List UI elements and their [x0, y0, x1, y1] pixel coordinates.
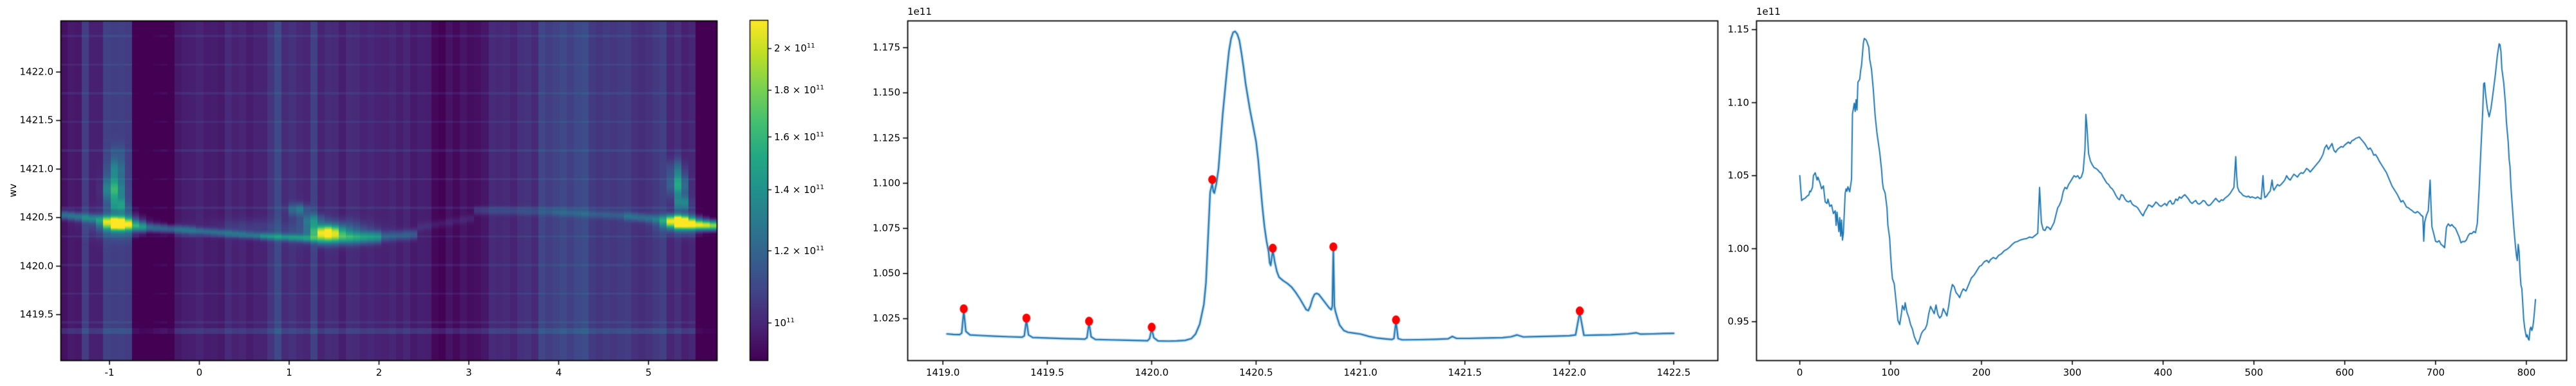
- timeseries-panel: [1756, 21, 2566, 360]
- x-tick-label: 200: [1972, 367, 1991, 378]
- y-tick-label: 1.050: [873, 267, 900, 279]
- y-tick-label: 1.00: [1727, 243, 1749, 255]
- y-tick-label: 1.175: [873, 41, 900, 53]
- colorbar: [750, 20, 768, 360]
- heatmap-y-axis-label: wv: [7, 183, 19, 198]
- heatmap-panel: [61, 21, 717, 360]
- colorbar-tick-label: 1011: [774, 317, 795, 329]
- colorbar-tick-label: 1.2 × 1011: [774, 244, 824, 257]
- y-tick-label: 1421.0: [19, 163, 54, 175]
- y-tick-label: 1421.5: [19, 114, 54, 126]
- y-tick-label: 1.125: [873, 132, 900, 144]
- x-tick-label: 0: [196, 367, 203, 378]
- x-tick-label: 1419.0: [925, 367, 960, 378]
- x-tick-label: 4: [555, 367, 562, 378]
- y-tick-label: 0.95: [1727, 315, 1749, 327]
- colorbar-tick-label: 1.4 × 1011: [774, 183, 824, 196]
- x-tick-label: -1: [104, 367, 115, 378]
- colorbar-tick-label: 1.8 × 1011: [774, 84, 824, 96]
- spectrum-offset-text: 1e11: [907, 6, 932, 17]
- y-tick-label: 1.15: [1727, 23, 1749, 35]
- x-tick-label: 3: [466, 367, 472, 378]
- x-tick-label: 1422.5: [1656, 367, 1691, 378]
- timeseries-offset-text: 1e11: [1756, 6, 1781, 17]
- x-tick-label: 1419.5: [1030, 367, 1065, 378]
- x-tick-label: 1421.0: [1343, 367, 1378, 378]
- y-tick-label: 1.05: [1727, 169, 1749, 181]
- y-tick-label: 1419.5: [19, 308, 54, 320]
- x-tick-label: 1420.5: [1239, 367, 1273, 378]
- x-tick-label: 1421.5: [1448, 367, 1482, 378]
- y-tick-label: 1420.0: [19, 260, 54, 272]
- x-tick-label: 2: [375, 367, 383, 378]
- x-tick-label: 800: [2517, 367, 2536, 378]
- x-tick-label: 1: [286, 367, 292, 378]
- x-tick-label: 300: [2063, 367, 2082, 378]
- y-tick-label: 1420.5: [19, 211, 54, 223]
- y-tick-label: 1.150: [873, 86, 900, 98]
- spectrum-panel: [907, 21, 1718, 360]
- colorbar-tick-label: 2 × 1011: [774, 42, 815, 55]
- x-tick-label: 400: [2154, 367, 2173, 378]
- x-tick-label: 1422.0: [1552, 367, 1587, 378]
- y-tick-label: 1.100: [873, 177, 900, 189]
- y-tick-label: 1.025: [873, 312, 900, 324]
- y-tick-label: 1422.0: [19, 66, 54, 78]
- x-tick-label: 700: [2426, 367, 2445, 378]
- x-tick-label: 600: [2335, 367, 2354, 378]
- x-tick-label: 1420.0: [1135, 367, 1169, 378]
- y-tick-label: 1.075: [873, 222, 900, 234]
- x-tick-label: 5: [645, 367, 652, 378]
- x-tick-label: 100: [1881, 367, 1900, 378]
- colorbar-tick-label: 1.6 × 1011: [774, 131, 824, 143]
- x-tick-label: 0: [1796, 367, 1803, 378]
- y-tick-label: 1.10: [1727, 96, 1749, 109]
- x-tick-label: 500: [2244, 367, 2264, 378]
